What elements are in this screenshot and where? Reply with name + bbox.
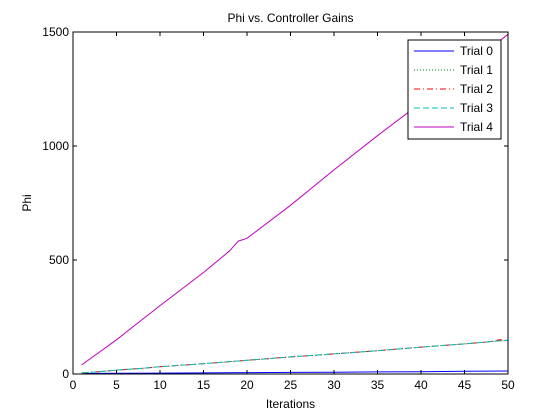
x-tick-label: 30 — [327, 378, 341, 392]
x-tick-label: 15 — [197, 378, 211, 392]
y-tick-label: 0 — [62, 367, 69, 381]
x-tick-label: 25 — [284, 378, 298, 392]
series-line-trial-3 — [81, 339, 509, 374]
y-tick-label: 1500 — [42, 25, 69, 39]
x-tick-label: 10 — [153, 378, 167, 392]
y-tick-label: 1000 — [42, 139, 69, 153]
legend-label-trial-1: Trial 1 — [460, 63, 493, 77]
y-axis-label: Phi — [20, 194, 34, 211]
chart-title: Phi vs. Controller Gains — [227, 11, 353, 25]
legend-label-trial-0: Trial 0 — [460, 44, 493, 58]
x-tick-label: 40 — [414, 378, 428, 392]
plot-frame — [72, 31, 509, 375]
x-tick-label: 50 — [501, 378, 515, 392]
y-tick-label: 500 — [49, 253, 69, 267]
x-tick-label: 45 — [458, 378, 472, 392]
legend-label-trial-3: Trial 3 — [460, 101, 493, 115]
x-tick-label: 0 — [70, 378, 77, 392]
x-tick-label: 20 — [240, 378, 254, 392]
legend: Trial 0 Trial 1 Trial 2 Trial 3 Trial 4 — [407, 39, 502, 140]
x-axis-label: Iterations — [266, 397, 315, 411]
x-tick-label: 5 — [113, 378, 120, 392]
legend-label-trial-4: Trial 4 — [460, 120, 493, 134]
x-tick-label: 35 — [371, 378, 385, 392]
legend-label-trial-2: Trial 2 — [460, 82, 493, 96]
